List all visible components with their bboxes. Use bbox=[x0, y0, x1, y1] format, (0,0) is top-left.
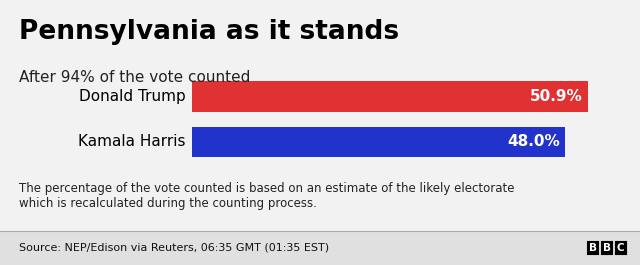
Text: After 94% of the vote counted: After 94% of the vote counted bbox=[19, 70, 251, 85]
Text: Source: NEP/Edison via Reuters, 06:35 GMT (01:35 EST): Source: NEP/Edison via Reuters, 06:35 GM… bbox=[19, 243, 330, 253]
Text: 50.9%: 50.9% bbox=[530, 89, 582, 104]
Text: Kamala Harris: Kamala Harris bbox=[78, 134, 186, 149]
Bar bbox=[0, 231, 640, 265]
Text: B: B bbox=[603, 243, 611, 253]
Text: 48.0%: 48.0% bbox=[507, 134, 560, 149]
Text: B: B bbox=[589, 243, 596, 253]
Text: Donald Trump: Donald Trump bbox=[79, 89, 186, 104]
Text: The percentage of the vote counted is based on an estimate of the likely elector: The percentage of the vote counted is ba… bbox=[19, 182, 515, 210]
Text: Pennsylvania as it stands: Pennsylvania as it stands bbox=[19, 19, 399, 45]
Bar bbox=[192, 82, 588, 112]
Bar bbox=[192, 126, 565, 157]
Text: C: C bbox=[617, 243, 625, 253]
